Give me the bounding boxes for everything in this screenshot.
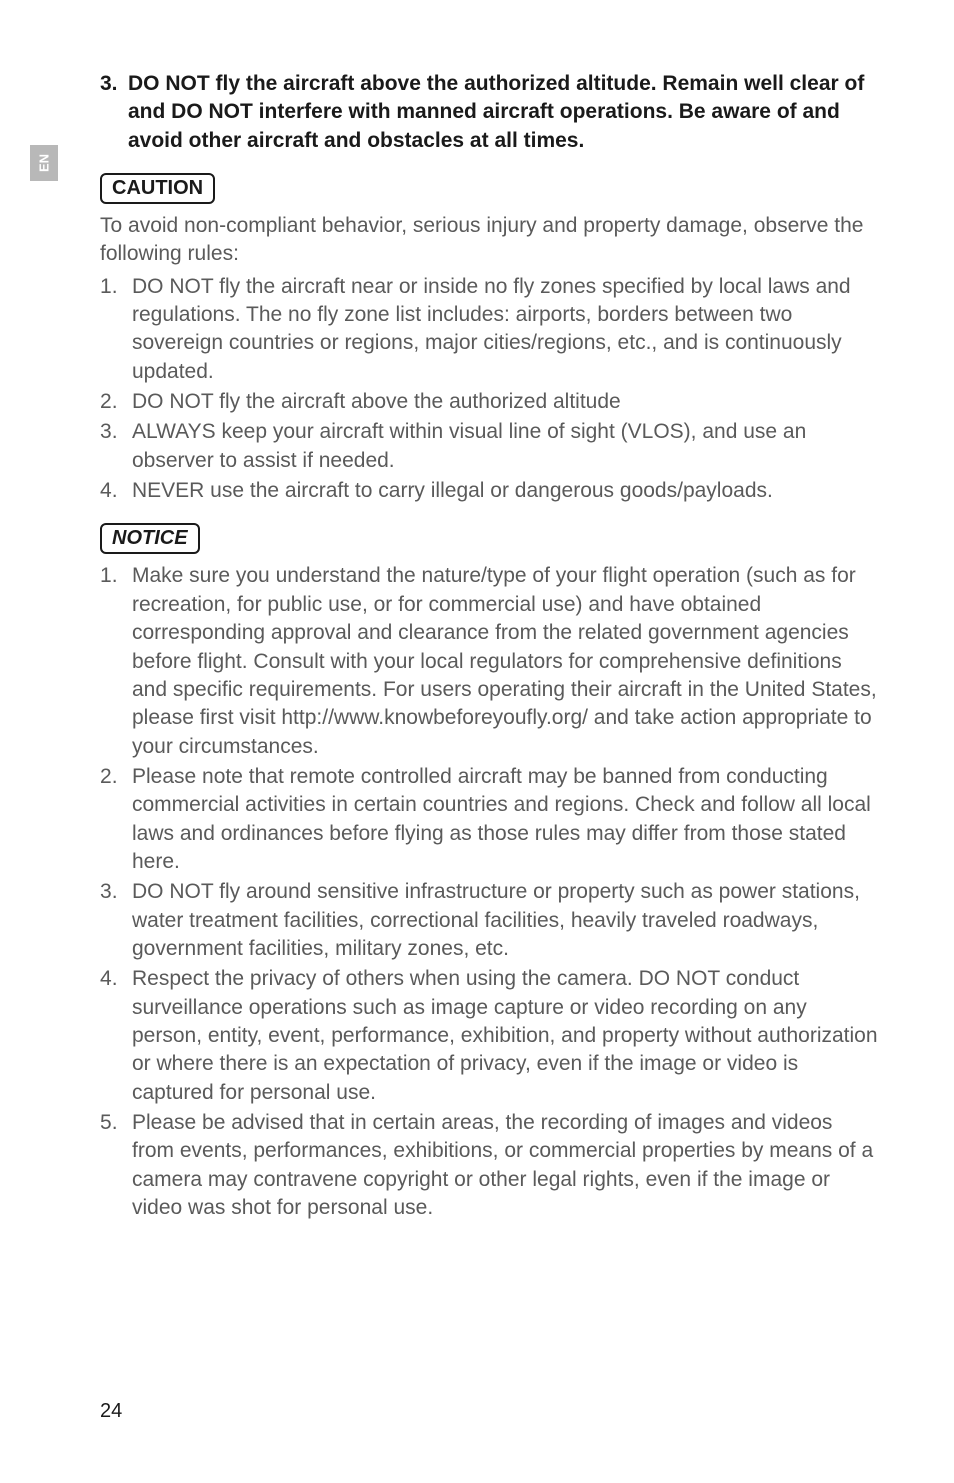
rule-3-number: 3. (100, 70, 128, 98)
notice-badge-label: NOTICE (112, 527, 188, 549)
notice-item: Please note that remote controlled aircr… (100, 763, 880, 876)
notice-item: DO NOT fly around sensitive infrastructu… (100, 878, 880, 963)
caution-item: DO NOT fly the aircraft near or inside n… (100, 273, 880, 386)
language-tab: EN (30, 145, 58, 181)
rule-3-text: DO NOT fly the aircraft above the author… (128, 70, 868, 155)
caution-badge: CAUTION (100, 173, 215, 204)
notice-item: Make sure you understand the nature/type… (100, 562, 880, 760)
page-content: 3.DO NOT fly the aircraft above the auth… (100, 70, 880, 1224)
rule-3-heading: 3.DO NOT fly the aircraft above the auth… (100, 70, 880, 155)
page-number: 24 (100, 1400, 122, 1423)
notice-item: Please be advised that in certain areas,… (100, 1109, 880, 1222)
caution-item: ALWAYS keep your aircraft within visual … (100, 418, 880, 475)
notice-badge: NOTICE (100, 523, 200, 554)
caution-list: DO NOT fly the aircraft near or inside n… (100, 273, 880, 506)
notice-list: Make sure you understand the nature/type… (100, 562, 880, 1222)
notice-item: Respect the privacy of others when using… (100, 965, 880, 1107)
caution-badge-label: CAUTION (112, 177, 203, 199)
language-tab-label: EN (37, 154, 52, 172)
caution-item: NEVER use the aircraft to carry illegal … (100, 477, 880, 505)
caution-intro: To avoid non-compliant behavior, serious… (100, 212, 880, 269)
caution-item: DO NOT fly the aircraft above the author… (100, 388, 880, 416)
